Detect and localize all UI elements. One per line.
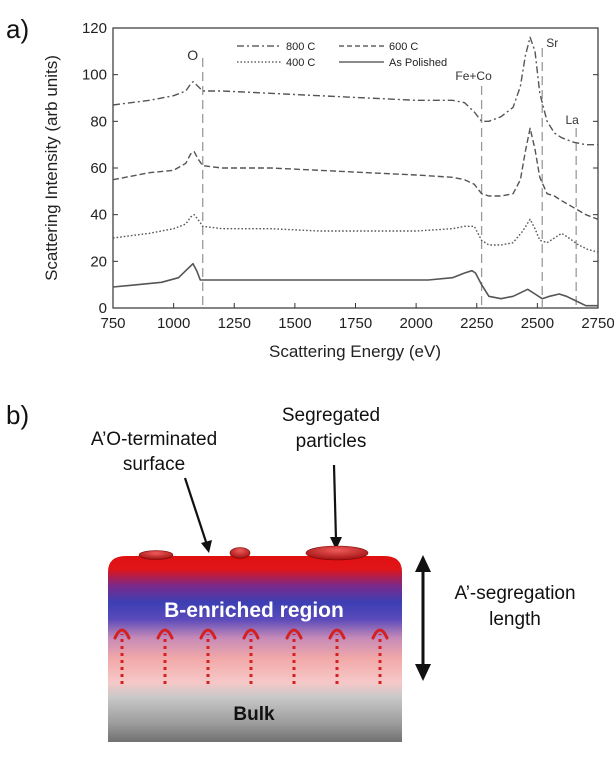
series-line-800-c bbox=[112, 36, 598, 146]
series-group bbox=[112, 36, 599, 307]
legend-label-as-polished: As Polished bbox=[389, 57, 447, 69]
panel-b-label: b) bbox=[6, 400, 29, 430]
particles-callout-arrow bbox=[332, 464, 338, 541]
series-line-600-c bbox=[112, 127, 599, 220]
legend-label-400c: 400 C bbox=[286, 57, 315, 69]
segregation-diagram: A’O-terminated surface Segregated partic… bbox=[91, 405, 576, 742]
series-line-400-c bbox=[112, 213, 599, 253]
legend-label-800c: 800 C bbox=[286, 41, 315, 53]
peak-label-feco: Fe+Co bbox=[455, 69, 492, 83]
y-tick-label: 0 bbox=[99, 300, 107, 317]
x-tick-label: 1000 bbox=[157, 315, 190, 332]
x-tick-label: 2750 bbox=[581, 315, 614, 332]
segregation-arrow-head-bottom bbox=[415, 664, 431, 681]
y-tick-label: 80 bbox=[90, 113, 107, 130]
segregation-arrow-head bbox=[113, 628, 131, 640]
series-line-as-polished bbox=[112, 262, 598, 307]
y-tick-label: 40 bbox=[90, 207, 107, 224]
segregation-length-line1: A’-segregation bbox=[454, 583, 575, 604]
segregation-arrow-head bbox=[156, 628, 174, 640]
x-tick-label: 2000 bbox=[399, 315, 432, 332]
particles-callout-arrowhead bbox=[330, 537, 342, 550]
x-tick-label: 2500 bbox=[521, 315, 554, 332]
segregation-arrow-head bbox=[328, 628, 346, 640]
segregation-arrow-head bbox=[199, 628, 217, 640]
x-axis: 750 1000 1250 1500 1750 2000 2250 2500 2750 bbox=[100, 303, 614, 332]
x-tick-label: 1750 bbox=[339, 315, 372, 332]
surface-particle-small-left bbox=[138, 550, 174, 560]
y-axis: 0 20 40 60 80 100 120 bbox=[82, 20, 598, 317]
x-tick-label: 2250 bbox=[460, 315, 493, 332]
peak-label-sr: Sr bbox=[546, 36, 558, 50]
surface-particle-large bbox=[305, 545, 369, 561]
segregation-arrows bbox=[113, 628, 389, 684]
segregation-arrow-head-top bbox=[415, 555, 431, 572]
reference-lines bbox=[202, 48, 577, 308]
x-tick-label: 750 bbox=[100, 315, 125, 332]
surface-label-line2: surface bbox=[123, 454, 185, 475]
legend-label-600c: 600 C bbox=[389, 41, 418, 53]
segregation-arrow-head bbox=[371, 628, 389, 640]
legend: 800 C 600 C 400 C As Polished bbox=[237, 41, 447, 69]
peak-label-la: La bbox=[565, 113, 579, 127]
surface-particle-tiny bbox=[229, 547, 251, 559]
y-axis-title: Scattering Intensity (arb units) bbox=[42, 55, 61, 281]
particles-label-line1: Segregated bbox=[282, 405, 380, 426]
surface-callout-arrowhead bbox=[201, 540, 212, 553]
chart: 0 20 40 60 80 100 120 750 1000 1250 1500 1750 2000 2… bbox=[42, 20, 614, 361]
y-tick-label: 120 bbox=[82, 20, 107, 37]
y-tick-label: 60 bbox=[90, 160, 107, 177]
segregation-arrow-head bbox=[242, 628, 260, 640]
peak-label-o: O bbox=[187, 47, 198, 63]
b-enriched-region-label: B-enriched region bbox=[164, 599, 344, 622]
y-tick-label: 100 bbox=[82, 67, 107, 84]
y-tick-label: 20 bbox=[90, 253, 107, 270]
surface-label-line1: A’O-terminated bbox=[91, 429, 217, 450]
sample-slab bbox=[108, 556, 402, 742]
plot-frame bbox=[112, 27, 599, 309]
panel-a-label: a) bbox=[6, 14, 29, 44]
segregation-length-line2: length bbox=[489, 609, 541, 630]
x-tick-label: 1500 bbox=[278, 315, 311, 332]
bulk-label: Bulk bbox=[233, 704, 275, 725]
surface-callout-arrow bbox=[183, 477, 210, 549]
x-axis-title: Scattering Energy (eV) bbox=[269, 342, 441, 361]
particles-label-line2: particles bbox=[296, 431, 367, 452]
segregation-arrow-head bbox=[285, 628, 303, 640]
x-tick-label: 1250 bbox=[218, 315, 251, 332]
peak-labels: O Fe+Co Sr La bbox=[187, 36, 579, 127]
